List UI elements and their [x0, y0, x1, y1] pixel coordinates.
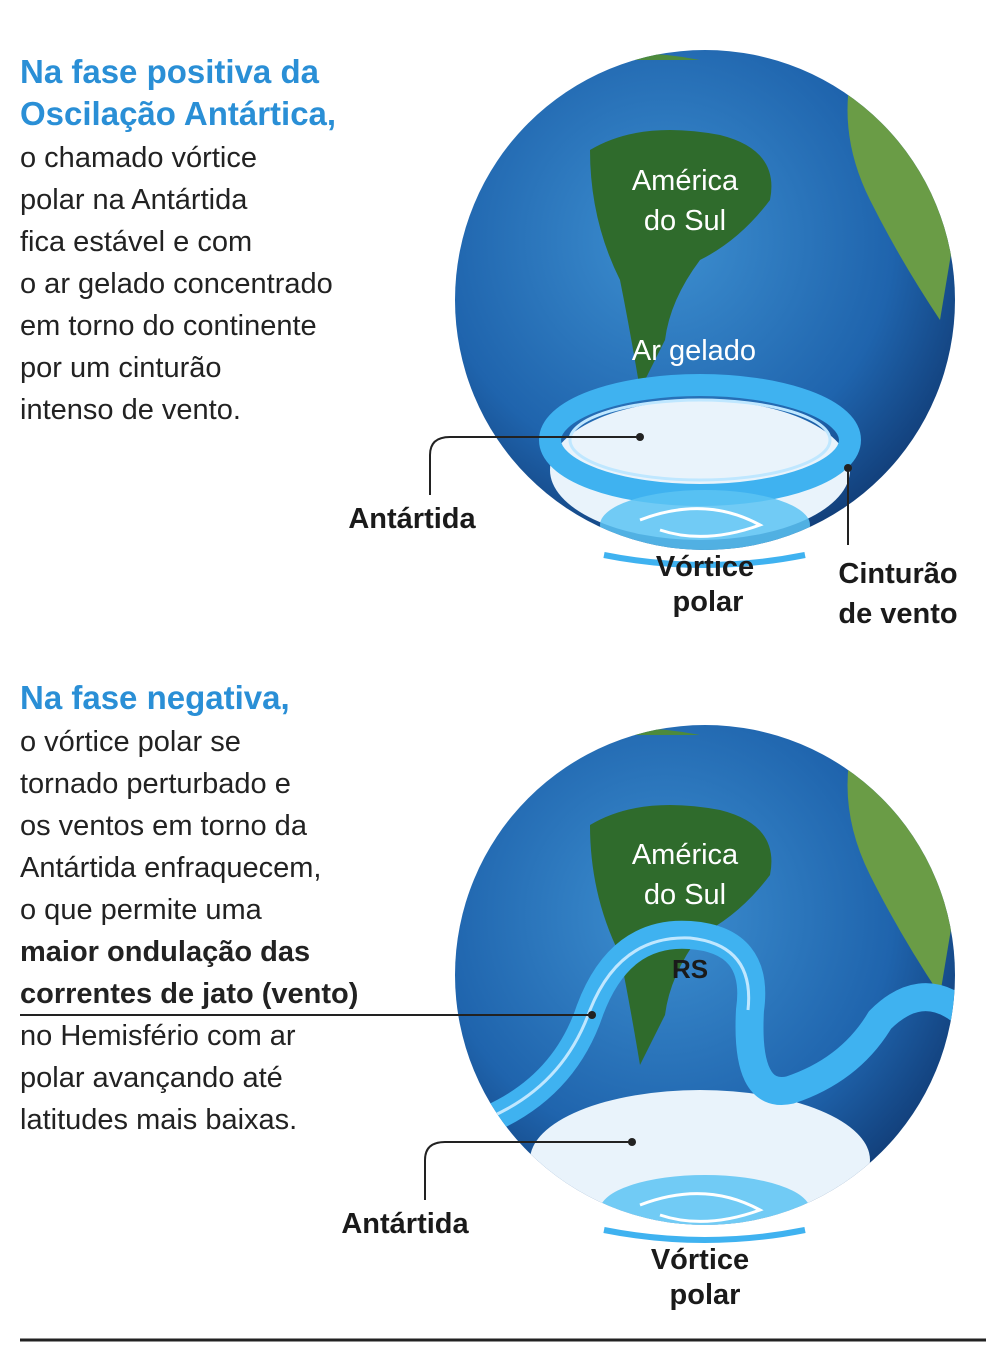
body-line: o chamado vórtice — [20, 142, 257, 174]
leader-dot — [844, 464, 852, 472]
vortex-label: polar — [673, 586, 744, 618]
continent-label: do Sul — [644, 879, 726, 911]
body-line: por um cinturão — [20, 352, 222, 384]
body-line: os ventos em torno da — [20, 810, 308, 842]
body-line: no Hemisfério com ar — [20, 1020, 296, 1052]
body-line: correntes de jato (vento) — [20, 978, 358, 1010]
vortex-label: Vórtice — [656, 551, 754, 583]
globe — [455, 725, 955, 1243]
continent-label: do Sul — [644, 205, 726, 237]
cold-air-label: Ar gelado — [632, 335, 756, 367]
body-line: polar avançando até — [20, 1062, 283, 1094]
body-line: latitudes mais baixas. — [20, 1104, 297, 1136]
antarctica-label: Antártida — [348, 503, 476, 535]
vortex-label: polar — [670, 1279, 741, 1311]
continent-label: América — [632, 839, 739, 871]
body-line: intenso de vento. — [20, 394, 241, 426]
belt-label: Cinturão — [838, 558, 957, 590]
body-line: o que permite uma — [20, 894, 263, 926]
heading: Na fase negativa, — [20, 679, 290, 716]
leader-line — [429, 436, 640, 495]
heading: Na fase positiva da — [20, 53, 320, 90]
leader-dot — [628, 1138, 636, 1146]
body-line: tornado perturbado e — [20, 768, 291, 800]
body-line: fica estável e com — [20, 226, 252, 258]
continent-label: América — [632, 165, 739, 197]
state-label: RS — [672, 954, 708, 984]
globe — [455, 50, 955, 568]
leader-line — [424, 1141, 632, 1200]
antarctica-label: Antártida — [341, 1208, 469, 1240]
body-line: polar na Antártida — [20, 184, 248, 216]
body-line: o ar gelado concentrado — [20, 268, 333, 300]
heading: Oscilação Antártica, — [20, 95, 336, 132]
vortex-label: Vórtice — [651, 1244, 749, 1276]
leader-dot — [636, 433, 644, 441]
leader-dot — [588, 1011, 596, 1019]
body-line: maior ondulação das — [20, 936, 310, 968]
belt-label: de vento — [838, 598, 957, 630]
body-line: o vórtice polar se — [20, 726, 241, 758]
body-line: Antártida enfraquecem, — [20, 852, 321, 884]
body-line: em torno do continente — [20, 310, 317, 342]
